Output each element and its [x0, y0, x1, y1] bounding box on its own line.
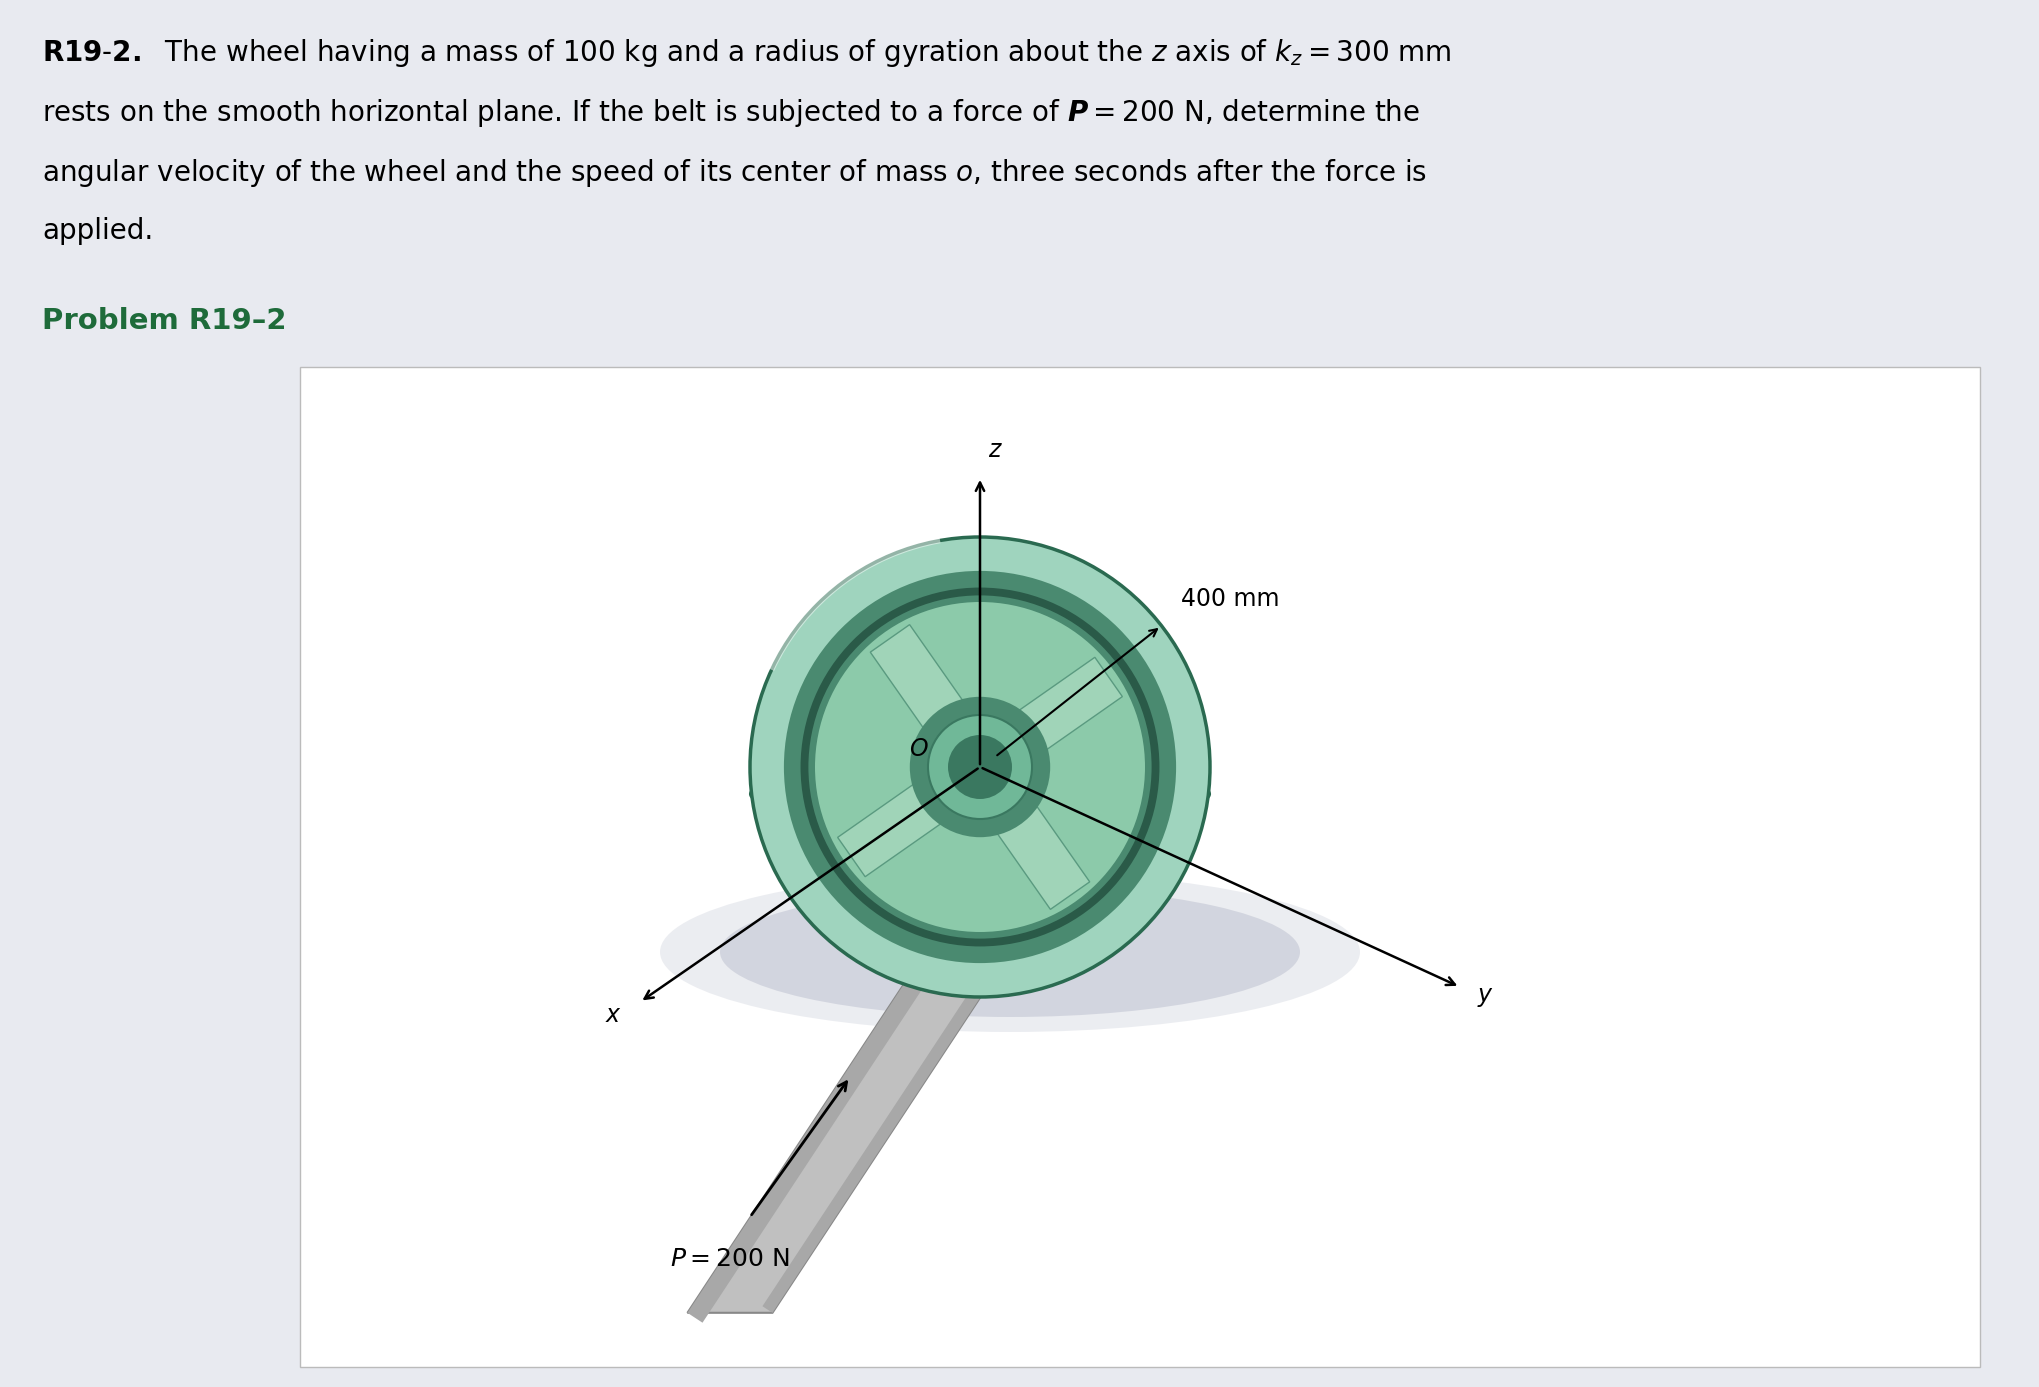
Ellipse shape	[816, 602, 1146, 932]
Text: angular velocity of the wheel and the speed of its center of mass $o$, three sec: angular velocity of the wheel and the sp…	[43, 157, 1427, 189]
Bar	[300, 368, 1980, 1368]
Ellipse shape	[958, 850, 1001, 864]
Polygon shape	[871, 624, 1089, 910]
Text: 400 mm: 400 mm	[1181, 587, 1280, 612]
Text: $\mathbf{R19\text{-}2.}$  The wheel having a mass of 100 kg and a radius of gyra: $\mathbf{R19\text{-}2.}$ The wheel havin…	[43, 37, 1452, 69]
Ellipse shape	[948, 735, 1011, 799]
Ellipse shape	[750, 537, 1209, 997]
Ellipse shape	[783, 571, 1177, 963]
Ellipse shape	[928, 716, 1032, 818]
Text: Problem R19–2: Problem R19–2	[43, 307, 287, 336]
Ellipse shape	[816, 775, 1146, 813]
Text: rests on the smooth horizontal plane. If the belt is subjected to a force of $\b: rests on the smooth horizontal plane. If…	[43, 97, 1419, 129]
Text: $P = 200\ \mathrm{N}$: $P = 200\ \mathrm{N}$	[671, 1247, 789, 1270]
Ellipse shape	[909, 696, 1050, 838]
Ellipse shape	[805, 771, 1154, 817]
Text: z: z	[989, 438, 1001, 462]
Polygon shape	[763, 931, 1020, 1313]
Text: x: x	[606, 1003, 620, 1026]
Ellipse shape	[720, 888, 1301, 1017]
Polygon shape	[687, 938, 950, 1323]
Text: O: O	[909, 736, 928, 761]
Ellipse shape	[801, 588, 1160, 946]
Ellipse shape	[750, 764, 1209, 824]
Text: y: y	[1478, 983, 1493, 1007]
Polygon shape	[958, 767, 1001, 857]
Ellipse shape	[807, 595, 1152, 939]
Text: applied.: applied.	[43, 216, 153, 245]
Polygon shape	[687, 938, 1020, 1313]
Ellipse shape	[661, 872, 1360, 1032]
Polygon shape	[838, 657, 1121, 877]
